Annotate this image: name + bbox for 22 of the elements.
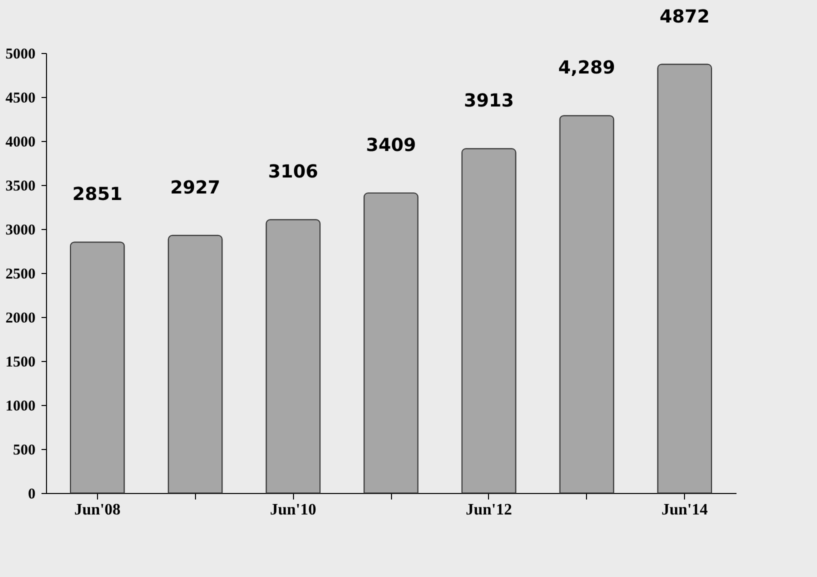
y-tick-label: 2500 — [6, 266, 36, 282]
y-tick-label: 3500 — [6, 178, 36, 194]
y-tick-label: 3000 — [6, 222, 36, 238]
data-label: 4,289 — [558, 58, 616, 79]
x-tick-label: Jun'08 — [74, 502, 121, 518]
data-label: 3913 — [464, 90, 514, 112]
data-label: 4872 — [660, 6, 710, 28]
data-label: 2927 — [170, 177, 220, 198]
data-label: 3106 — [268, 162, 318, 183]
x-tick-label: Jun'14 — [661, 502, 708, 518]
y-tick-label: 0 — [28, 486, 36, 502]
y-tick-label: 5000 — [6, 46, 36, 62]
x-tick-label: Jun'12 — [466, 502, 512, 518]
y-tick-label: 500 — [13, 442, 36, 458]
data-label: 2851 — [72, 184, 122, 206]
y-tick-label: 1500 — [6, 354, 36, 370]
y-tick-label: 4000 — [6, 134, 36, 150]
y-tick-label: 2000 — [6, 310, 36, 326]
y-tick-label: 1000 — [6, 398, 36, 414]
y-tick-label: 4500 — [6, 90, 36, 106]
x-tick-label: Jun'10 — [270, 502, 316, 518]
data-label: 3409 — [366, 135, 416, 156]
